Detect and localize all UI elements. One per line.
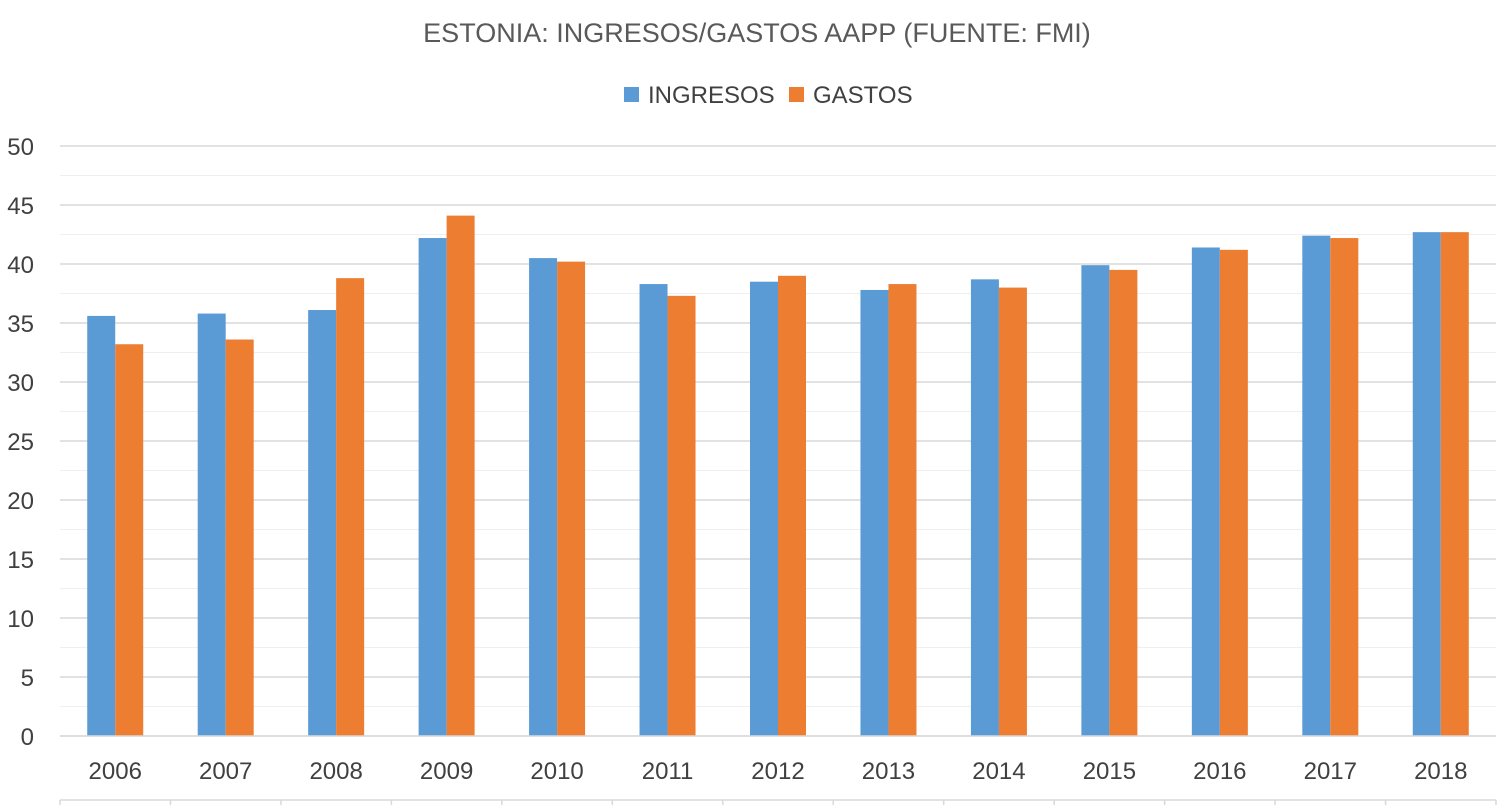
bar-ingresos-2008 [308, 310, 337, 736]
x-tick-label: 2012 [751, 758, 804, 785]
bar-gastos-2016 [1219, 249, 1248, 736]
legend-swatch-ingresos [624, 87, 639, 102]
bar-gastos-2009 [446, 215, 475, 736]
bar-gastos-2018 [1440, 232, 1469, 736]
bar-gastos-2007 [225, 339, 254, 736]
x-tick-label: 2018 [1414, 758, 1467, 785]
bar-ingresos-2015 [1081, 265, 1110, 736]
x-tick-label: 2014 [972, 758, 1025, 785]
y-tick-label: 40 [7, 252, 34, 279]
bar-gastos-2014 [998, 287, 1027, 736]
bar-gastos-2015 [1109, 269, 1138, 736]
bar-ingresos-2012 [750, 281, 778, 736]
y-tick-label: 10 [7, 606, 34, 633]
legend-swatch-gastos [789, 87, 804, 102]
bar-gastos-2008 [336, 278, 365, 736]
x-tick-label: 2008 [309, 758, 362, 785]
y-tick-label: 20 [7, 488, 34, 515]
x-tick-label: 2010 [530, 758, 583, 785]
bar-gastos-2017 [1330, 238, 1359, 737]
y-tick-label: 15 [7, 547, 34, 574]
bar-ingresos-2013 [860, 289, 889, 736]
x-tick-label: 2011 [642, 758, 694, 785]
bars [87, 215, 1469, 737]
bar-ingresos-2016 [1191, 247, 1220, 737]
y-tick-label: 45 [7, 193, 34, 220]
bar-gastos-2013 [888, 284, 917, 736]
bar-ingresos-2014 [970, 279, 999, 736]
bar-gastos-2010 [557, 261, 586, 736]
y-tick-label: 50 [7, 134, 34, 161]
y-tick-label: 25 [7, 429, 34, 456]
bar-gastos-2006 [115, 344, 144, 736]
x-tick-label: 2007 [199, 758, 252, 785]
x-tick-label: 2016 [1193, 758, 1246, 785]
x-axis: 2006 2007 2008 2009 2010 2011 2012 2013 2014 2015… [59, 735, 1497, 805]
y-tick-label: 0 [21, 724, 34, 751]
bar-ingresos-2010 [529, 258, 558, 736]
legend-label-gastos: GASTOS [813, 82, 913, 109]
x-tick-label: 2015 [1083, 758, 1136, 785]
legend: INGRESOS GASTOS [624, 82, 913, 109]
chart-title: ESTONIA: INGRESOS/GASTOS AAPP (FUENTE: F… [423, 18, 1091, 48]
bar-gastos-2012 [778, 275, 806, 736]
y-tick-label: 30 [7, 370, 34, 397]
legend-label-ingresos: INGRESOS [648, 82, 775, 109]
x-tick-label: 2013 [862, 758, 915, 785]
y-tick-label: 5 [21, 665, 34, 692]
bar-gastos-2011 [667, 295, 696, 736]
y-tick-label: 35 [7, 311, 34, 338]
bar-ingresos-2007 [197, 313, 226, 736]
bar-ingresos-2006 [87, 315, 116, 736]
bar-ingresos-2018 [1412, 232, 1441, 736]
bar-ingresos-2011 [639, 284, 668, 736]
bar-ingresos-2009 [418, 238, 447, 737]
x-tick-label: 2006 [89, 758, 142, 785]
x-tick-label: 2017 [1304, 758, 1357, 785]
x-tick-label: 2009 [420, 758, 473, 785]
y-axis: 0 5 10 15 20 25 30 35 40 45 50 [7, 134, 34, 751]
bar-ingresos-2017 [1302, 235, 1331, 736]
